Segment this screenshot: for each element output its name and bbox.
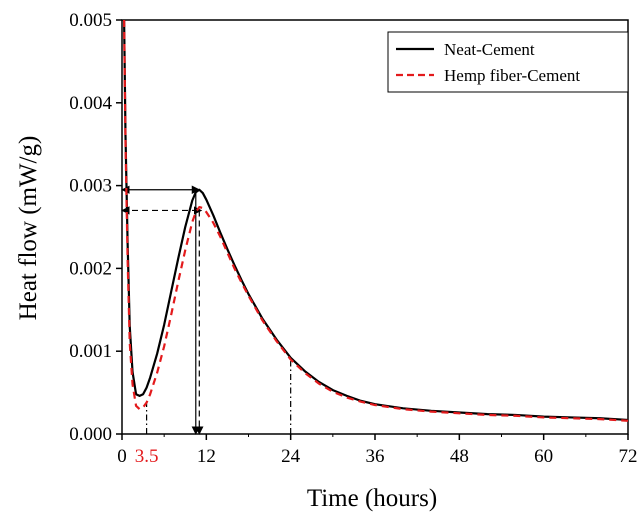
x-tick-label: 48 (450, 446, 469, 467)
y-tick-label: 0.003 (69, 176, 112, 197)
x-axis-title: Time (hours) (307, 485, 437, 512)
annotations (121, 185, 292, 435)
legend: Neat-Cement Hemp fiber-Cement (387, 31, 629, 93)
y-tick-label: 0.001 (69, 341, 112, 362)
y-tick-label: 0.005 (69, 10, 112, 31)
y-axis-title: Heat flow (mW/g) (15, 136, 42, 321)
x-tick-label: 12 (197, 446, 216, 467)
y-tick-label: 0.002 (69, 258, 112, 279)
series-line-hemp-fiber-cement (123, 19, 629, 422)
x-tick-label: 0 (117, 446, 127, 467)
series-line-neat-cement (123, 19, 629, 422)
x-tick-label: 72 (619, 446, 638, 467)
x-extra-label: 3.5 (135, 446, 159, 467)
y-tick-label: 0.004 (69, 93, 112, 114)
x-tick-label: 60 (534, 446, 553, 467)
x-tick-label: 36 (366, 446, 385, 467)
legend-box (387, 31, 629, 93)
x-tick-label: 24 (281, 446, 301, 467)
axes-layer: 0 12 24 36 48 60 72 0.000 0.001 0.002 0.003 0.004 0.… (69, 10, 637, 467)
series-layer (123, 19, 629, 422)
legend-label: Hemp fiber-Cement (444, 66, 580, 85)
legend-label: Neat-Cement (444, 40, 535, 59)
y-tick-label: 0.000 (69, 424, 112, 445)
